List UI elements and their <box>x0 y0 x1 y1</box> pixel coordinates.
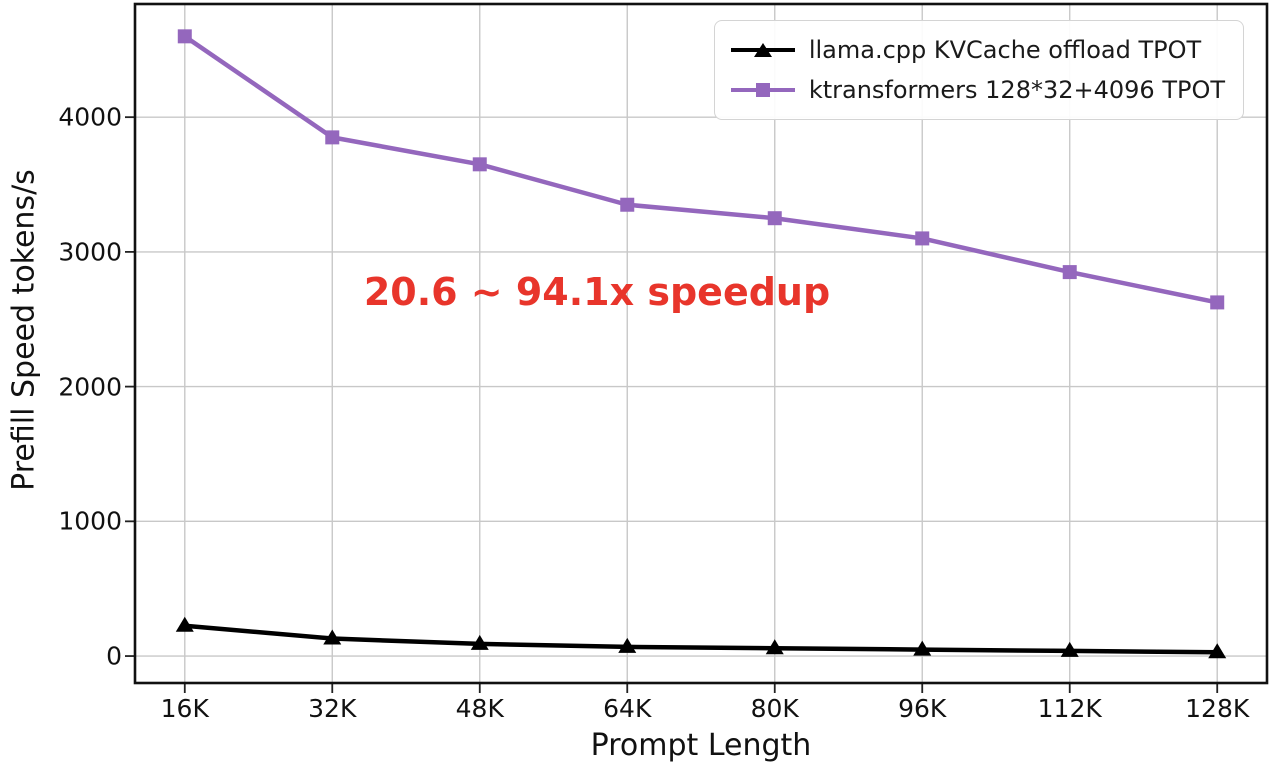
x-tick-label: 32K <box>308 694 357 723</box>
triangle-marker-icon <box>753 43 772 57</box>
y-tick-label: 0 <box>106 641 122 671</box>
legend-swatch-ktransformers <box>730 80 795 100</box>
data-point-triangle <box>1060 641 1079 657</box>
x-tick-label: 128K <box>1185 694 1250 723</box>
data-point-square <box>767 211 782 226</box>
series-line <box>182 623 1220 655</box>
speedup-annotation: 20.6 ~ 94.1x speedup <box>363 270 831 314</box>
y-axis-title: Prefill Speed tokens/s <box>6 169 42 491</box>
y-tick-label: 2000 <box>58 372 122 402</box>
plot-border <box>133 2 1269 685</box>
series-llama-cpp <box>175 616 1227 659</box>
data-point-square <box>472 157 487 172</box>
data-point-square <box>1210 295 1225 310</box>
x-tick-label: 112K <box>1037 694 1102 723</box>
data-point-triangle <box>1208 643 1227 659</box>
legend-item-ktransformers: ktransformers 128*32+4096 TPOT <box>730 70 1225 110</box>
data-point-triangle <box>618 637 637 653</box>
data-point-square <box>915 231 930 246</box>
data-point-triangle <box>323 629 342 645</box>
series-line <box>182 34 1220 305</box>
x-tick-label: 64K <box>603 694 652 723</box>
data-point-triangle <box>913 640 932 656</box>
legend-item-llama-cpp: llama.cpp KVCache offload TPOT <box>730 30 1225 70</box>
x-tick-label: 80K <box>750 694 799 723</box>
data-point-triangle <box>470 634 489 650</box>
y-tick-label: 3000 <box>58 237 122 267</box>
x-tick-label: 96K <box>898 694 947 723</box>
data-point-triangle <box>175 616 194 632</box>
data-point-triangle <box>765 639 784 655</box>
square-marker-icon <box>755 83 770 97</box>
series-ktransformers <box>177 29 1225 310</box>
tick-marks <box>125 116 1219 693</box>
y-tick-label: 4000 <box>58 102 122 132</box>
data-point-square <box>1062 265 1077 280</box>
data-point-square <box>620 197 635 212</box>
legend-swatch-llama-cpp <box>730 40 795 60</box>
x-axis-title: Prompt Length <box>590 728 812 763</box>
data-point-square <box>325 130 340 145</box>
x-tick-label: 48K <box>455 694 504 723</box>
legend: llama.cpp KVCache offload TPOT ktransfor… <box>713 20 1244 120</box>
data-point-square <box>177 29 192 44</box>
legend-label-ktransformers: ktransformers 128*32+4096 TPOT <box>808 76 1225 104</box>
y-tick-label: 1000 <box>58 506 122 536</box>
legend-label-llama-cpp: llama.cpp KVCache offload TPOT <box>808 36 1202 64</box>
x-tick-label: 16K <box>160 694 209 723</box>
